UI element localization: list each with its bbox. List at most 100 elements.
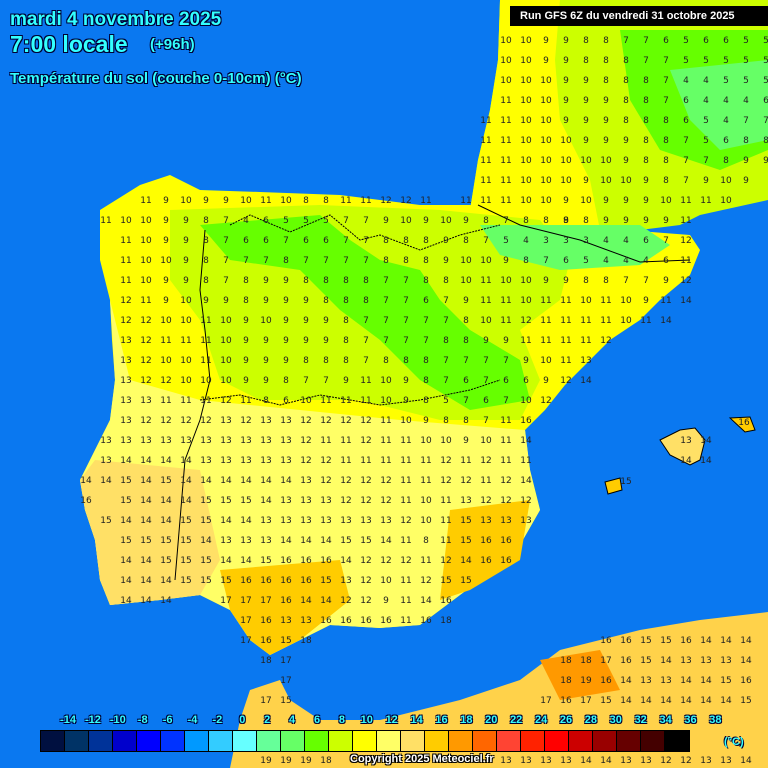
grid-value: 8 [423,236,429,246]
grid-value: 12 [360,596,372,606]
grid-value: 13 [720,756,732,766]
grid-value: 7 [323,256,329,266]
region-border [229,214,501,251]
grid-value: 8 [323,276,329,286]
grid-value: 14 [660,656,672,666]
grid-value: 14 [340,556,352,566]
grid-value: 14 [140,596,152,606]
grid-value: 8 [543,216,549,226]
legend-swatch [569,731,593,751]
grid-value: 10 [540,136,552,146]
grid-value: 8 [203,216,209,226]
grid-value: 12 [240,416,252,426]
grid-value: 14 [220,556,232,566]
grid-value: 11 [480,196,492,206]
grid-value: 8 [383,356,389,366]
grid-value: 16 [620,656,632,666]
grid-value: 9 [403,376,409,386]
grid-value: 11 [200,336,212,346]
grid-value: 15 [140,536,152,546]
grid-value: 17 [280,656,292,666]
grid-value: 14 [160,576,172,586]
grid-value: 11 [480,276,492,286]
grid-value: 14 [180,476,192,486]
legend-swatch [281,731,305,751]
grid-value: 7 [683,176,689,186]
grid-value: 11 [340,456,352,466]
grid-value: 14 [180,496,192,506]
grid-value: 10 [160,356,172,366]
grid-value: 11 [540,316,552,326]
grid-value: 10 [380,376,392,386]
grid-value: 9 [163,216,169,226]
grid-value: 11 [480,296,492,306]
grid-value: 9 [623,196,629,206]
grid-value: 7 [363,316,369,326]
legend-tick-label: 14 [410,714,423,726]
grid-value: 10 [600,156,612,166]
grid-value: 7 [343,236,349,246]
grid-value: 7 [483,376,489,386]
grid-value: 5 [583,256,589,266]
grid-value: 8 [563,216,569,226]
grid-value: 13 [680,436,692,446]
grid-value: 17 [260,696,272,706]
grid-value: 12 [160,416,172,426]
grid-value: 19 [300,756,312,766]
grid-value: 9 [503,336,509,346]
grid-value: 15 [120,476,132,486]
legend-tick-label: 2 [264,714,271,726]
grid-value: 4 [703,76,709,86]
grid-value: 11 [360,456,372,466]
grid-value: 10 [480,436,492,446]
andalusia-warm-zone [220,560,350,655]
legend-swatch [617,731,641,751]
grid-value: 5 [323,216,329,226]
grid-value: 10 [560,136,572,146]
grid-value: 8 [643,156,649,166]
legend-tick-label: -4 [187,714,198,726]
grid-value: 8 [643,76,649,86]
legend-swatch [593,731,617,751]
grid-value: 6 [423,296,429,306]
grid-value: 8 [443,336,449,346]
grid-value: 9 [243,376,249,386]
grid-value: 14 [700,696,712,706]
grid-value: 7 [643,36,649,46]
grid-value: 16 [300,576,312,586]
grid-value: 11 [420,476,432,486]
legend-swatch [497,731,521,751]
grid-value: 11 [500,96,512,106]
grid-value: 9 [243,336,249,346]
grid-value: 14 [120,596,132,606]
grid-value: 11 [100,216,112,226]
grid-value: 9 [423,416,429,426]
grid-value: 9 [183,256,189,266]
grid-value: 11 [400,496,412,506]
grid-value: 11 [520,336,532,346]
grid-value: 14 [520,436,532,446]
grid-value: 4 [623,256,629,266]
grid-value: 12 [220,396,232,406]
grid-value: 12 [340,416,352,426]
france-cold-zone [670,60,768,150]
legend-swatch [137,731,161,751]
grid-value: 10 [660,196,672,206]
grid-value: 9 [303,336,309,346]
grid-value: 5 [743,76,749,86]
grid-value: 8 [583,56,589,66]
grid-value: 14 [200,536,212,546]
grid-value: 11 [500,136,512,146]
grid-value: 14 [140,456,152,466]
grid-value: 14 [200,476,212,486]
grid-value: 10 [440,216,452,226]
grid-value: 8 [663,156,669,166]
legend-tick-label: 0 [239,714,246,726]
grid-value: 3 [563,236,569,246]
grid-value: 10 [540,96,552,106]
legend-tick-label: 24 [534,714,548,726]
grid-value: 9 [603,96,609,106]
grid-value: 13 [520,516,532,526]
legend-tick-label: -14 [60,714,76,726]
grid-value: 8 [603,56,609,66]
